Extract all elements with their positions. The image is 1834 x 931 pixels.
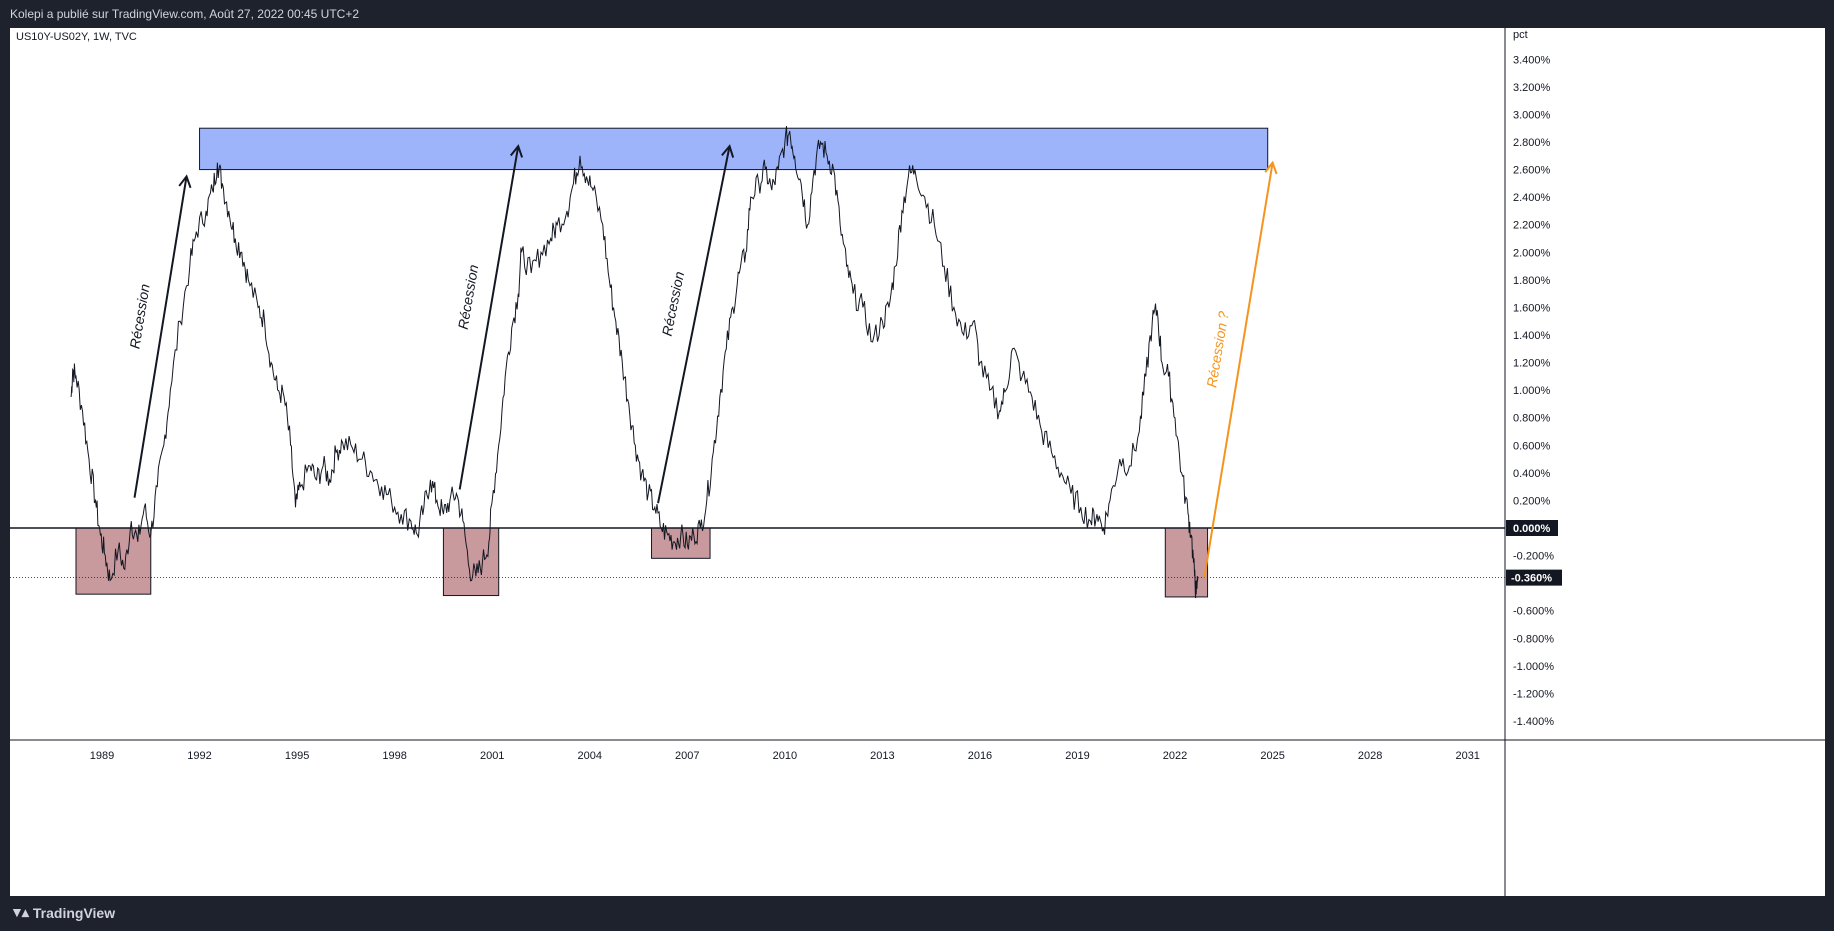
x-tick-label: 2028: [1358, 750, 1382, 762]
y-tick-label: 0.800%: [1513, 413, 1551, 425]
trend-arrow-4: [1203, 162, 1274, 578]
y-tick-label: 2.200%: [1513, 220, 1551, 232]
x-tick-label: 2001: [480, 750, 504, 762]
series-line: [70, 126, 1199, 599]
y-tick-label: 1.800%: [1513, 275, 1551, 287]
y-tick-label: -1.400%: [1513, 716, 1554, 728]
trend-label-2: Récession: [455, 263, 482, 330]
y-tick-label: 3.200%: [1513, 82, 1551, 94]
x-tick-label: 2022: [1163, 750, 1187, 762]
y-tick-label: 0.400%: [1513, 468, 1551, 480]
last-value-badge: [1506, 569, 1562, 586]
y-tick-label: 2.600%: [1513, 165, 1551, 177]
y-tick-label: 0.200%: [1513, 495, 1551, 507]
y-tick-label: -1.200%: [1513, 688, 1554, 700]
zero-badge-label: 0.000%: [1513, 523, 1551, 535]
y-tick-label: 3.400%: [1513, 54, 1551, 66]
y-tick-label: 2.000%: [1513, 247, 1551, 259]
trend-label-3: Récession: [659, 270, 688, 337]
y-axis-unit: pct: [1513, 29, 1528, 41]
trend-arrow-head-2: [509, 144, 524, 158]
trend-arrow-1: [133, 176, 188, 498]
x-tick-label: 2013: [870, 750, 894, 762]
publication-info: Kolepi a publié sur TradingView.com, Aoû…: [10, 7, 360, 21]
y-tick-label: 2.400%: [1513, 192, 1551, 204]
y-tick-label: -1.000%: [1513, 661, 1554, 673]
trend-arrow-head-4: [1264, 160, 1278, 175]
tradingview-logo-icon: ▼▴: [10, 904, 29, 920]
y-tick-label: -0.800%: [1513, 633, 1554, 645]
recession-box-4: [1164, 527, 1209, 598]
y-tick-label: 3.000%: [1513, 109, 1551, 121]
resistance-zone: [199, 127, 1269, 171]
x-tick-label: 2010: [773, 750, 797, 762]
y-tick-label: 2.800%: [1513, 137, 1551, 149]
tradingview-brand: TradingView: [32, 904, 116, 921]
trend-label-1: Récession: [126, 283, 152, 350]
x-tick-label: 2007: [675, 750, 699, 762]
recession-box-1: [75, 527, 152, 595]
y-tick-label: 0.600%: [1513, 440, 1551, 452]
y-tick-label: 1.200%: [1513, 358, 1551, 370]
y-tick-label: 1.400%: [1513, 330, 1551, 342]
chart-title: US10Y-US02Y, 1W, TVC: [16, 31, 137, 43]
y-tick-label: -0.600%: [1513, 606, 1554, 618]
tradingview-logo[interactable]: ▼▴ TradingView: [10, 904, 115, 921]
trend-arrow-2: [458, 145, 520, 490]
x-tick-label: 2019: [1065, 750, 1089, 762]
y-tick-label: -0.200%: [1513, 551, 1554, 563]
publication-header: Kolepi a publié sur TradingView.com, Aoû…: [0, 0, 1834, 28]
footer-bar: ▼▴ TradingView: [0, 896, 1834, 931]
last-value-badge-label: -0.360%: [1511, 573, 1552, 585]
chart-frame: Récession Récession Récession Récession ? p…: [10, 28, 1825, 896]
chart[interactable]: Récession Récession Récession Récession ? p…: [10, 28, 1825, 896]
x-tick-label: 1992: [187, 750, 211, 762]
zero-badge: [1506, 520, 1558, 536]
y-tick-label: 1.600%: [1513, 302, 1551, 314]
trend-arrow-head-3: [721, 144, 735, 158]
x-tick-label: 2004: [578, 750, 602, 762]
x-tick-label: 1995: [285, 750, 309, 762]
x-tick-label: 2025: [1260, 750, 1284, 762]
x-tick-label: 2031: [1455, 750, 1479, 762]
x-tick-label: 1998: [382, 750, 406, 762]
trend-arrow-3: [657, 145, 731, 504]
y-tick-label: 1.000%: [1513, 385, 1551, 397]
trend-label-4: Récession ?: [1203, 310, 1231, 389]
x-tick-label: 2016: [968, 750, 992, 762]
trend-arrow-head-1: [178, 174, 192, 189]
x-tick-label: 1989: [90, 750, 114, 762]
recession-box-2: [442, 527, 500, 597]
